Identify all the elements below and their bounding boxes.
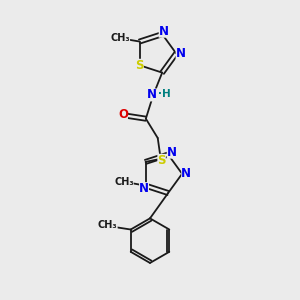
Text: S: S bbox=[135, 59, 144, 72]
Text: N: N bbox=[139, 182, 149, 195]
Text: N: N bbox=[159, 25, 169, 38]
Text: O: O bbox=[118, 108, 128, 121]
Text: N: N bbox=[147, 88, 157, 101]
Text: N: N bbox=[181, 167, 191, 180]
Text: N: N bbox=[167, 146, 177, 159]
Text: S: S bbox=[157, 154, 166, 167]
Text: CH₃: CH₃ bbox=[110, 33, 130, 43]
Text: CH₃: CH₃ bbox=[98, 220, 118, 230]
Text: CH₃: CH₃ bbox=[114, 177, 134, 187]
Text: N: N bbox=[176, 47, 186, 60]
Text: ·H: ·H bbox=[158, 89, 171, 99]
